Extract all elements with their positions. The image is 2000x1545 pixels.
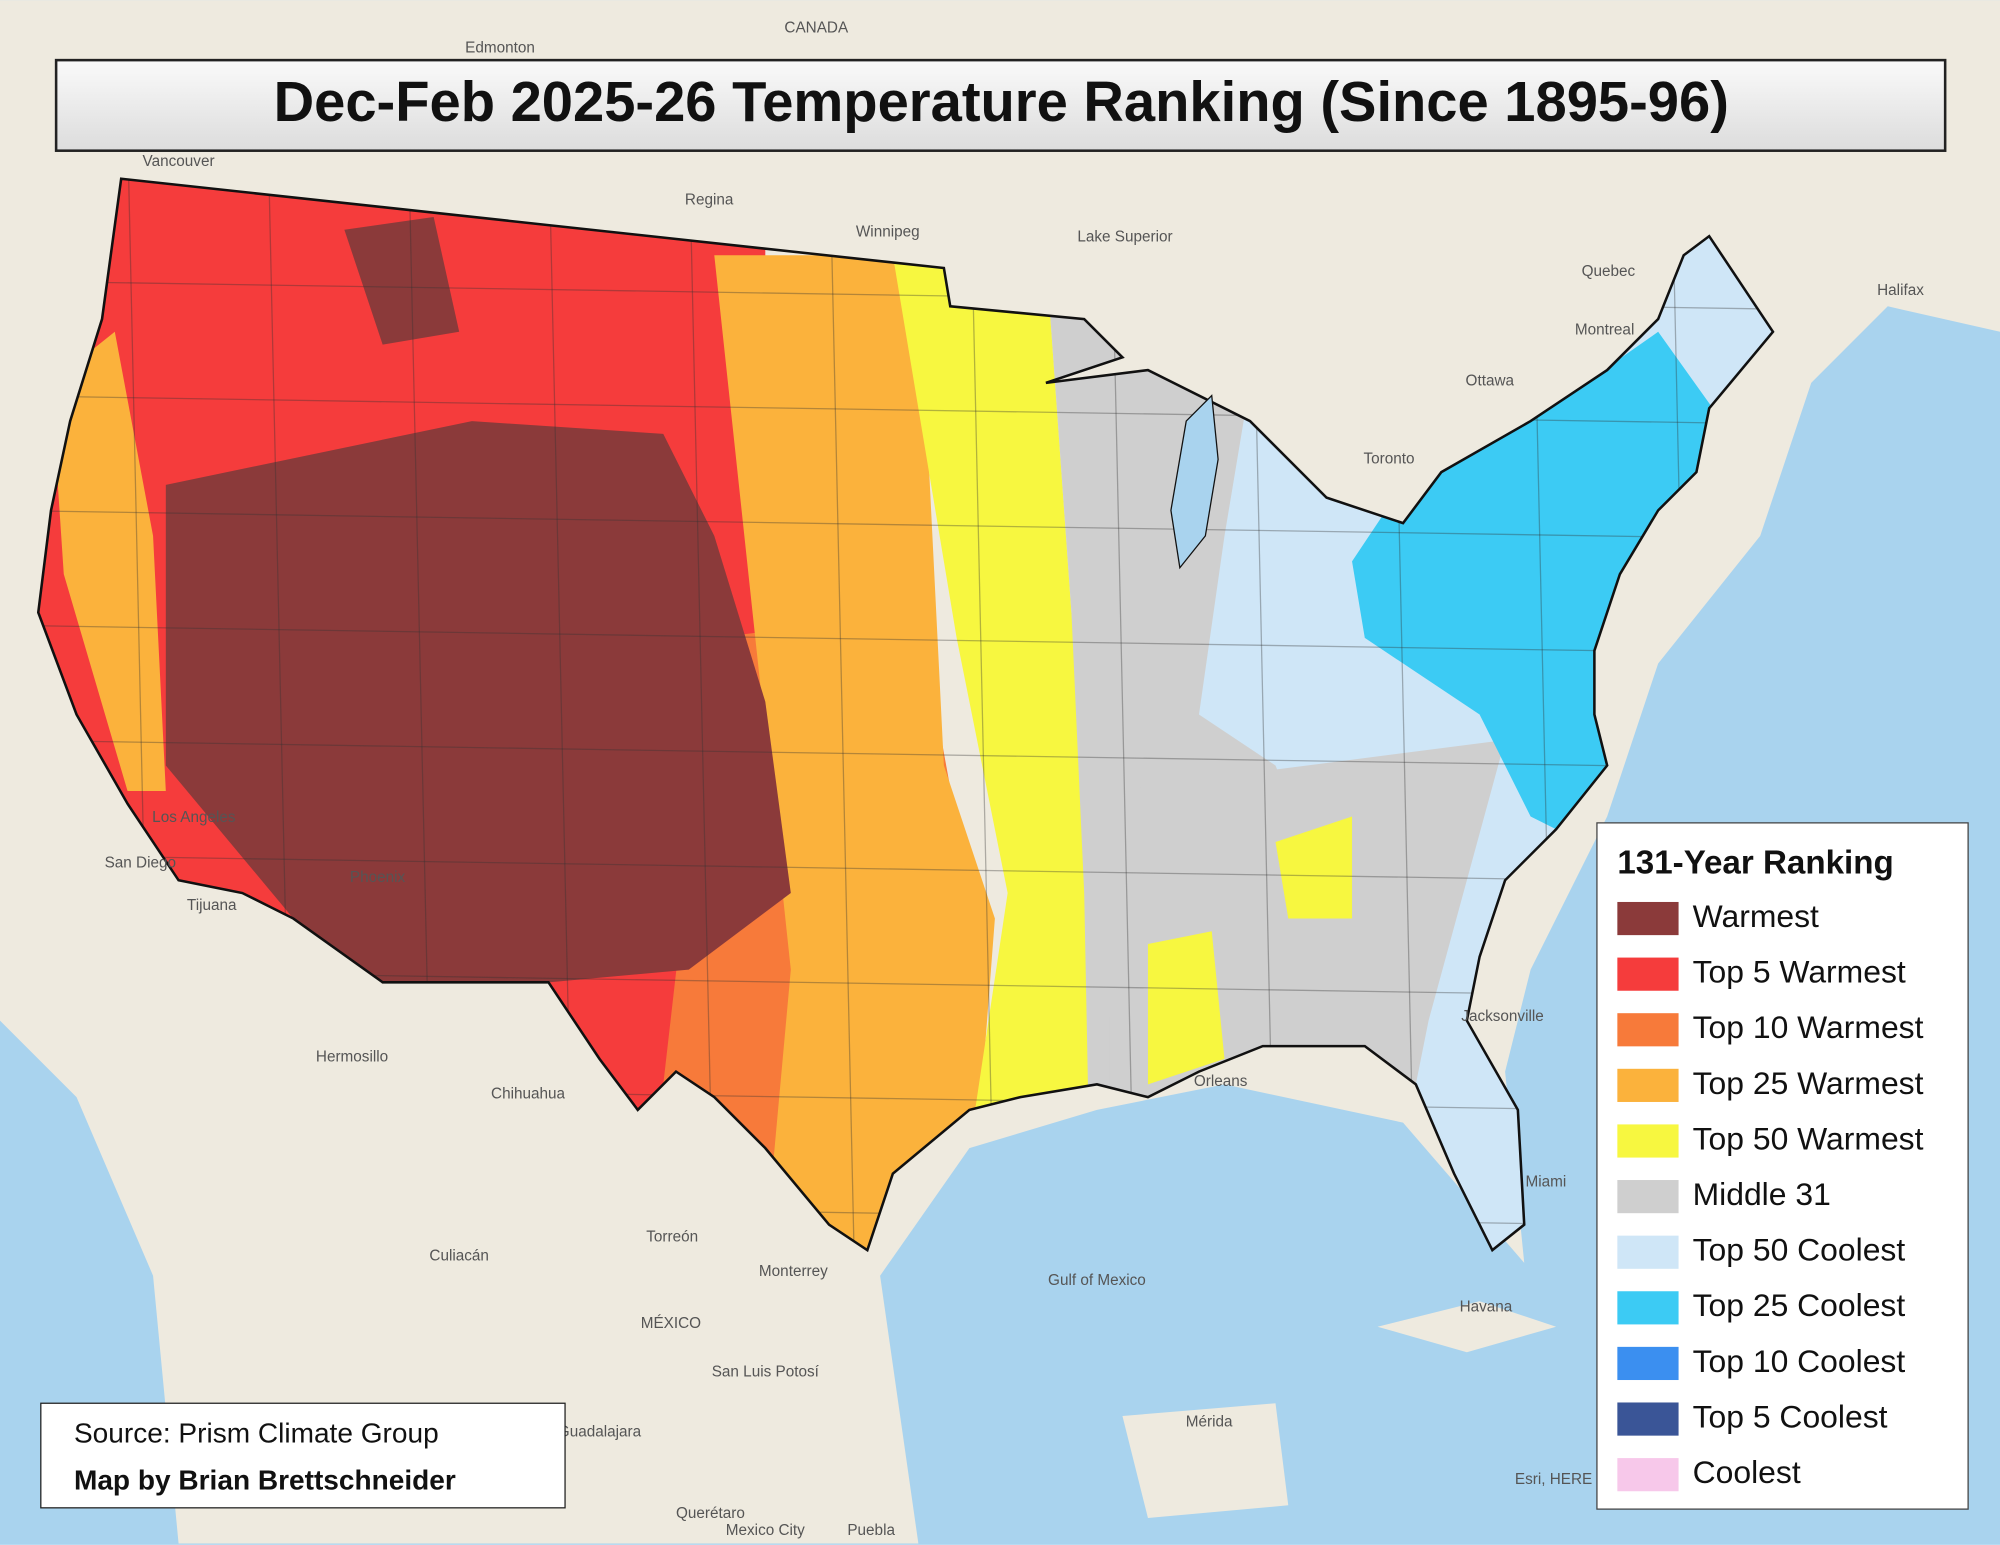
legend-swatch xyxy=(1617,1346,1679,1381)
legend-label: Top 10 Warmest xyxy=(1693,1009,1924,1045)
legend-label: Coolest xyxy=(1693,1454,1801,1490)
legend-swatch xyxy=(1617,1235,1679,1269)
place-label: Orleans xyxy=(1194,1073,1248,1090)
place-labels: CANADA Edmonton Regina Winnipeg Lake Superio… xyxy=(105,19,1925,1539)
place-label: Esri, HERE xyxy=(1515,1471,1592,1488)
legend-swatch xyxy=(1617,1180,1679,1214)
ranking-region xyxy=(1147,816,1353,1085)
place-label: Culiacán xyxy=(429,1248,489,1265)
place-label: Halifax xyxy=(1877,282,1924,299)
legend-label: Middle 31 xyxy=(1693,1176,1831,1212)
place-label: Chihuahua xyxy=(491,1086,565,1103)
legend-swatch xyxy=(1617,1402,1679,1436)
place-label: San Luis Potosí xyxy=(712,1364,820,1381)
lake-michigan xyxy=(1170,394,1219,570)
title-box xyxy=(54,58,1947,152)
ranking-region xyxy=(892,255,1097,1149)
author: Map by Brian Brettschneider xyxy=(74,1465,456,1496)
source: Source: Prism Climate Group xyxy=(74,1418,439,1449)
place-label: Puebla xyxy=(847,1522,895,1539)
place-label: Edmonton xyxy=(465,40,535,57)
place-label: Lake Superior xyxy=(1077,228,1172,245)
legend-label: Warmest xyxy=(1693,898,1819,934)
place-label: Vancouver xyxy=(143,153,215,170)
ranking-region xyxy=(344,217,460,345)
map-title: Dec-Feb 2025-26 Temperature Ranking (Sin… xyxy=(274,70,1729,133)
place-label: Miami xyxy=(1526,1174,1567,1191)
legend: Warmest Top 5 Warmest Top 10 Warmest Top 25… xyxy=(1617,898,1924,1492)
ranking-region xyxy=(1352,331,1722,830)
place-label: Havana xyxy=(1460,1299,1513,1316)
ranking-region xyxy=(51,255,995,1251)
state-line xyxy=(38,394,1773,429)
legend-swatch xyxy=(1617,1458,1679,1492)
ranking-region xyxy=(165,421,791,983)
place-label: Phoenix xyxy=(350,869,406,886)
place-label: Torreón xyxy=(646,1228,698,1245)
legend-title: 131-Year Ranking xyxy=(1617,845,1893,882)
place-label: Jacksonville xyxy=(1461,1008,1543,1025)
legend-label: Top 25 Coolest xyxy=(1693,1287,1906,1323)
land xyxy=(1122,1301,1557,1519)
place-label: Ottawa xyxy=(1466,373,1515,390)
legend-label: Top 50 Coolest xyxy=(1693,1232,1906,1268)
state-line xyxy=(968,178,996,1251)
legend-swatch xyxy=(1617,1291,1679,1325)
legend-swatch xyxy=(1617,1124,1679,1158)
legend-label: Top 25 Warmest xyxy=(1693,1065,1924,1101)
legend-swatch xyxy=(1617,1013,1679,1047)
place-label: Guadalajara xyxy=(558,1424,642,1441)
state-line xyxy=(688,178,715,1251)
place-label: Toronto xyxy=(1364,450,1415,467)
place-label: Gulf of Mexico xyxy=(1048,1272,1146,1289)
place-label: Querétaro xyxy=(676,1505,745,1522)
legend-swatch xyxy=(1617,1068,1679,1102)
place-label: Los Angeles xyxy=(152,809,236,826)
place-label: Mérida xyxy=(1186,1413,1233,1430)
place-label: Mexico City xyxy=(726,1522,805,1539)
place-label: Quebec xyxy=(1582,263,1636,280)
legend-label: Top 10 Coolest xyxy=(1693,1343,1906,1379)
place-label: Tijuana xyxy=(187,897,237,914)
place-label: Winnipeg xyxy=(856,223,920,240)
place-label: MÉXICO xyxy=(641,1315,701,1332)
place-label: CANADA xyxy=(784,19,849,36)
legend-swatch xyxy=(1617,901,1679,936)
place-label: Monterrey xyxy=(759,1263,828,1280)
place-label: Montreal xyxy=(1575,322,1635,339)
place-label: San Diego xyxy=(105,855,176,872)
place-label: Regina xyxy=(685,191,734,208)
legend-swatch xyxy=(1617,957,1679,991)
credits-box xyxy=(40,1402,566,1509)
place-label: Hermosillo xyxy=(316,1049,388,1066)
legend-box xyxy=(1596,822,1969,1510)
legend-label: Top 50 Warmest xyxy=(1693,1120,1924,1156)
legend-label: Top 5 Coolest xyxy=(1693,1398,1888,1434)
state-line xyxy=(828,178,856,1251)
legend-label: Top 5 Warmest xyxy=(1693,954,1906,990)
